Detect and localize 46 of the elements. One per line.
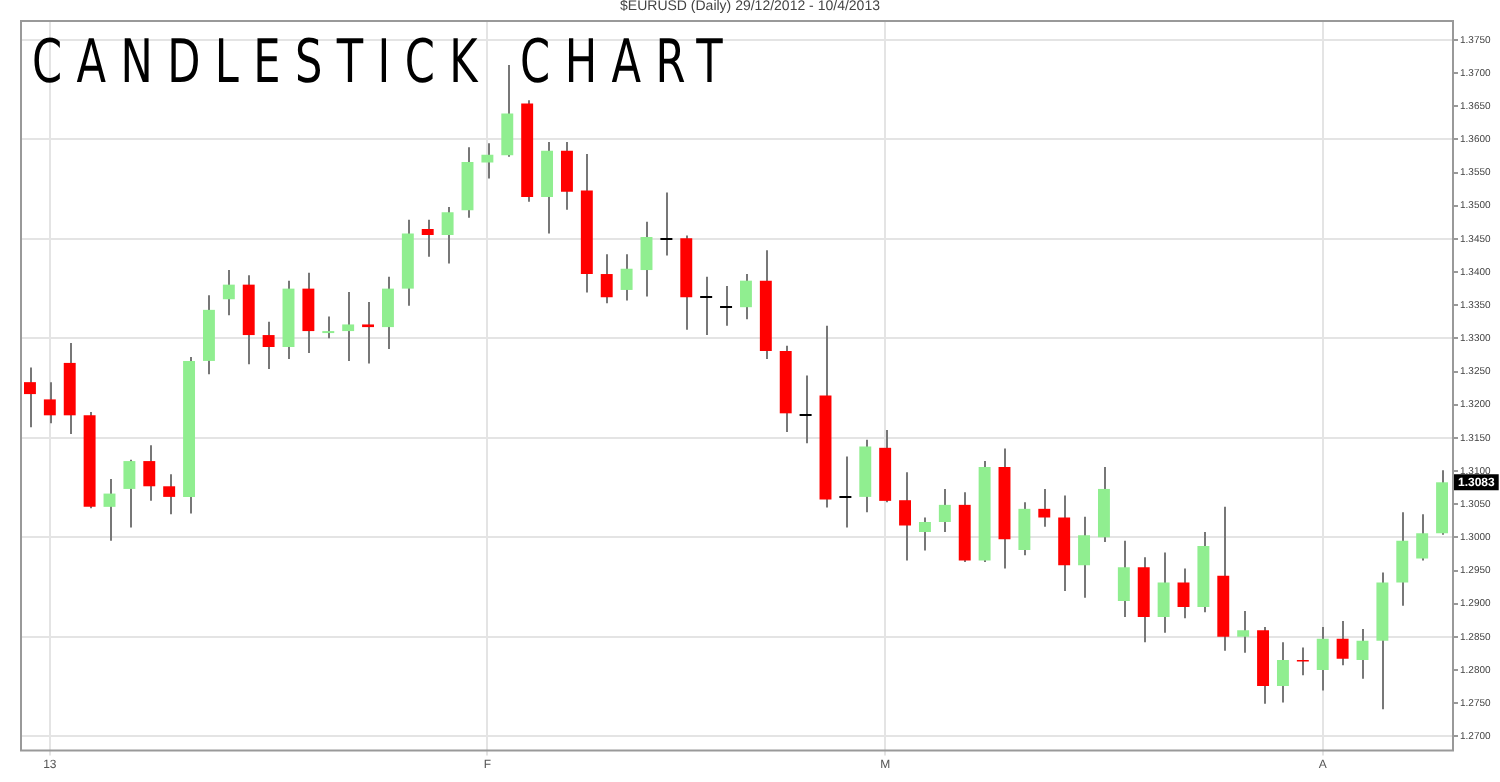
- candlestick: [560, 141, 573, 211]
- candlestick: [163, 473, 176, 516]
- chart-title: CANDLESTICK CHART: [32, 28, 738, 98]
- candlestick: [1018, 501, 1031, 557]
- candlestick: [838, 455, 853, 529]
- candlestick: [1078, 515, 1091, 599]
- candlestick: [23, 366, 36, 429]
- candlestick: [1157, 551, 1170, 634]
- candlestick: [1117, 539, 1130, 618]
- candlestick: [938, 487, 951, 534]
- candlestick: [43, 381, 56, 425]
- candlestick: [600, 253, 613, 305]
- candlestick: [640, 220, 653, 298]
- candlestick: [441, 206, 454, 265]
- candlestick: [659, 191, 674, 257]
- candlestick: [620, 253, 633, 302]
- candlestick: [501, 64, 514, 158]
- candlestick: [322, 315, 335, 340]
- candlestick: [381, 275, 394, 350]
- candlestick: [143, 444, 156, 502]
- candlestick: [899, 471, 912, 562]
- candlestick: [262, 320, 275, 370]
- candlestick: [421, 218, 434, 258]
- candlestick: [222, 269, 235, 317]
- candlestick: [342, 290, 355, 362]
- candlestick: [1356, 627, 1369, 680]
- candlestick: [541, 141, 554, 235]
- candlestick: [739, 273, 752, 321]
- candlestick: [1276, 641, 1289, 704]
- candlestick: [1416, 513, 1429, 562]
- candlestick: [1058, 494, 1071, 593]
- candlestick: [302, 271, 315, 354]
- candlestick: [1038, 487, 1051, 528]
- candlestick: [1316, 625, 1329, 692]
- candlestick: [699, 275, 714, 337]
- candlestick: [719, 284, 734, 327]
- candlestick: [1396, 511, 1409, 607]
- candlestick: [798, 374, 813, 445]
- candlestick: [481, 142, 494, 180]
- candlestick: [103, 477, 116, 542]
- candlestick: [1237, 609, 1250, 654]
- candlestick: [123, 458, 136, 529]
- candlestick: [1336, 619, 1349, 667]
- candlestick: [1177, 567, 1190, 620]
- candlestick: [918, 516, 931, 552]
- candlestick: [362, 300, 375, 365]
